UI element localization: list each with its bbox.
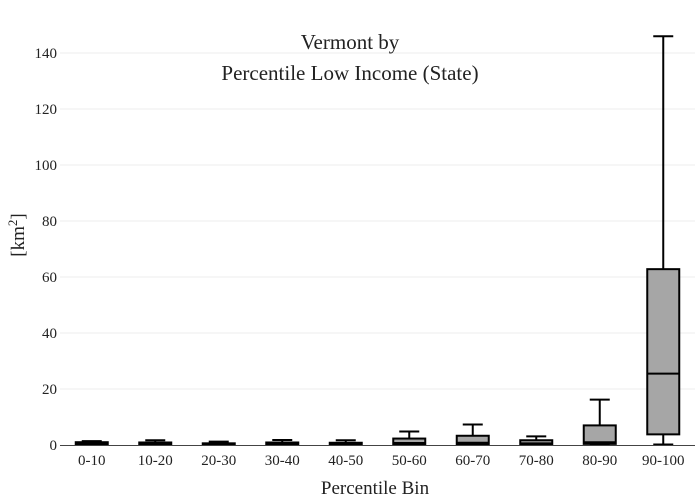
x-axis-title: Percentile Bin [321,478,430,499]
y-axis-ticks: 0 20 40 60 80 100 120 140 [35,46,58,454]
y-tick-label: 60 [42,270,57,286]
x-tick-label: 40-50 [328,453,363,469]
x-tick-label: 90-100 [642,453,685,469]
y-tick-label: 100 [35,158,58,174]
iqr-box [646,268,681,436]
iqr-box [455,434,490,446]
box-30-40 [265,438,300,446]
y-tick-label: 120 [35,102,58,118]
box-60-70 [455,423,490,446]
box-series [74,35,681,446]
x-tick-label: 60-70 [455,453,490,469]
y-tick-label: 40 [42,326,57,342]
box-0-10 [74,440,109,446]
y-axis-title-text: [km [8,226,29,257]
box-50-60 [392,430,427,446]
y-axis-title-close: ] [8,213,29,219]
box-80-90 [582,398,617,446]
y-tick-label: 80 [42,214,57,230]
x-tick-label: 20-30 [201,453,236,469]
x-tick-label: 0-10 [78,453,106,469]
x-axis-ticks: 0-10 10-20 20-30 30-40 40-50 50-60 60-70 70-80 8… [78,453,685,469]
box-10-20 [138,439,173,446]
x-tick-label: 10-20 [138,453,173,469]
y-tick-label: 20 [42,382,57,398]
x-tick-label: 70-80 [519,453,554,469]
box-70-80 [519,435,554,446]
x-tick-label: 50-60 [392,453,427,469]
gridlines [60,52,695,390]
y-tick-label: 0 [50,438,58,454]
iqr-box [582,424,617,445]
chart-title-line-2: Percentile Low Income (State) [221,61,478,85]
box-20-30 [201,440,236,446]
y-tick-label: 140 [35,46,58,62]
box-90-100 [646,35,681,446]
box-40-50 [328,439,363,446]
iqr-box [392,437,427,446]
y-axis-title-superscript: 2 [5,220,20,227]
x-tick-label: 80-90 [582,453,617,469]
x-tick-label: 30-40 [265,453,300,469]
chart-title-line-1: Vermont by [301,30,400,54]
y-axis-title: [km2] [5,213,29,256]
